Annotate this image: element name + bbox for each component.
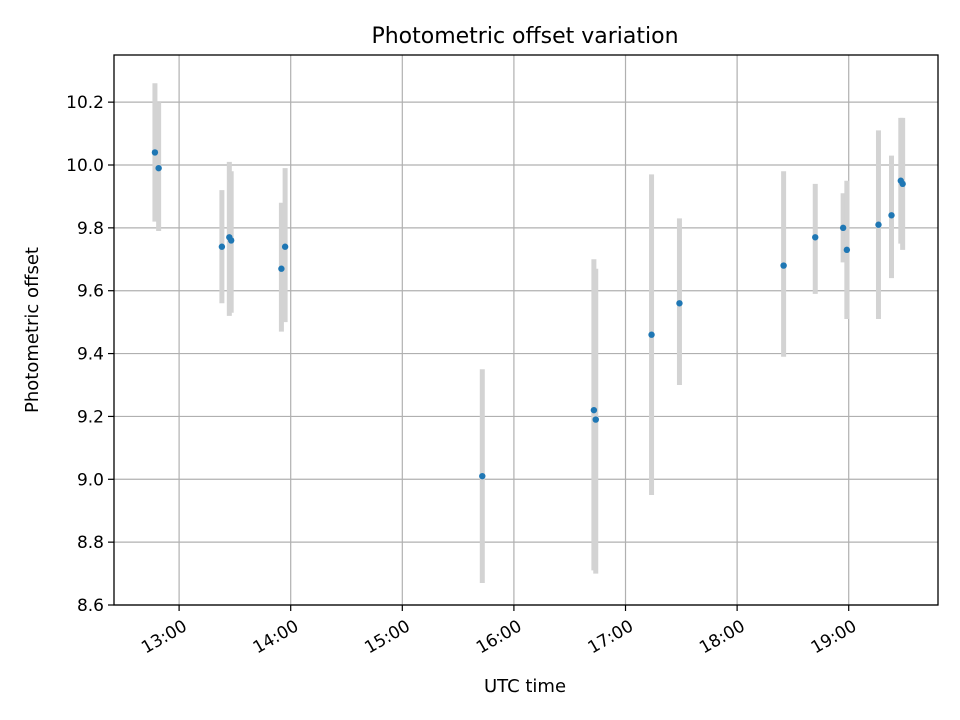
plot-frame <box>113 54 939 606</box>
x-tick-label: 17:00 <box>585 616 637 658</box>
y-tick-label: 9.6 <box>77 282 104 302</box>
data-point <box>780 262 787 269</box>
data-point <box>227 237 235 244</box>
data-point <box>479 472 486 480</box>
data-point <box>155 164 162 172</box>
x-axis-ticks: 13:00 14:00 15:00 16:00 17:00 18:00 19:00 <box>138 605 860 658</box>
y-tick-label: 10.2 <box>66 93 104 113</box>
chart-title: Photometric offset variation <box>371 24 678 49</box>
x-tick-label: 14:00 <box>250 616 302 658</box>
error-bars <box>152 83 906 583</box>
data-point <box>218 243 226 250</box>
grid-lines <box>114 55 938 606</box>
y-tick-label: 10.0 <box>66 156 104 176</box>
data-points <box>151 149 906 480</box>
y-tick-label: 8.8 <box>77 533 104 553</box>
data-point <box>281 243 289 250</box>
data-point <box>875 221 882 228</box>
y-tick-label: 8.6 <box>77 596 104 616</box>
data-point <box>278 265 285 272</box>
data-point <box>648 331 655 338</box>
data-point <box>590 406 598 414</box>
x-tick-label: 16:00 <box>473 616 525 658</box>
y-tick-label: 9.4 <box>77 345 104 365</box>
x-tick-label: 15:00 <box>361 616 413 658</box>
data-point <box>888 212 895 219</box>
data-point <box>839 224 847 232</box>
x-tick-label: 19:00 <box>808 616 860 658</box>
y-tick-label: 9.8 <box>77 219 104 239</box>
data-point <box>899 180 906 188</box>
y-tick-label: 9.2 <box>77 407 104 427</box>
data-point <box>592 416 599 423</box>
data-point <box>676 300 683 307</box>
y-axis-ticks: 8.6 8.8 9.0 9.2 9.4 9.6 9.8 10.0 10.2 <box>66 93 114 616</box>
y-axis-label: Photometric offset <box>22 247 43 413</box>
y-tick-label: 9.0 <box>77 470 104 490</box>
x-tick-label: 13:00 <box>138 616 190 658</box>
data-point <box>812 234 819 241</box>
data-point <box>151 149 159 156</box>
x-tick-label: 18:00 <box>696 616 748 658</box>
data-point <box>843 246 851 254</box>
x-axis-label: UTC time <box>484 676 566 697</box>
